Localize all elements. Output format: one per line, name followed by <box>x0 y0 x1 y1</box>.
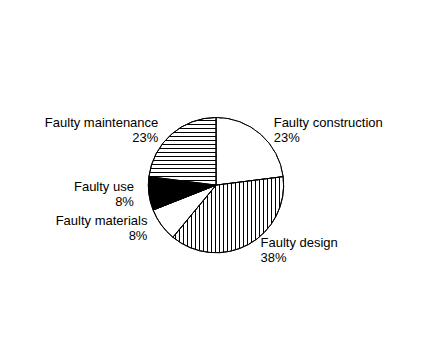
svg-text:Faulty use: Faulty use <box>74 179 134 194</box>
svg-text:38%: 38% <box>260 250 286 265</box>
svg-text:Faulty construction: Faulty construction <box>274 115 383 130</box>
svg-text:Faulty maintenance: Faulty maintenance <box>45 115 158 130</box>
svg-text:23%: 23% <box>274 130 300 145</box>
svg-text:Faulty materials: Faulty materials <box>56 213 148 228</box>
svg-text:8%: 8% <box>115 194 134 209</box>
svg-text:8%: 8% <box>129 228 148 243</box>
svg-text:23%: 23% <box>132 130 158 145</box>
svg-text:Faulty design: Faulty design <box>260 235 337 250</box>
